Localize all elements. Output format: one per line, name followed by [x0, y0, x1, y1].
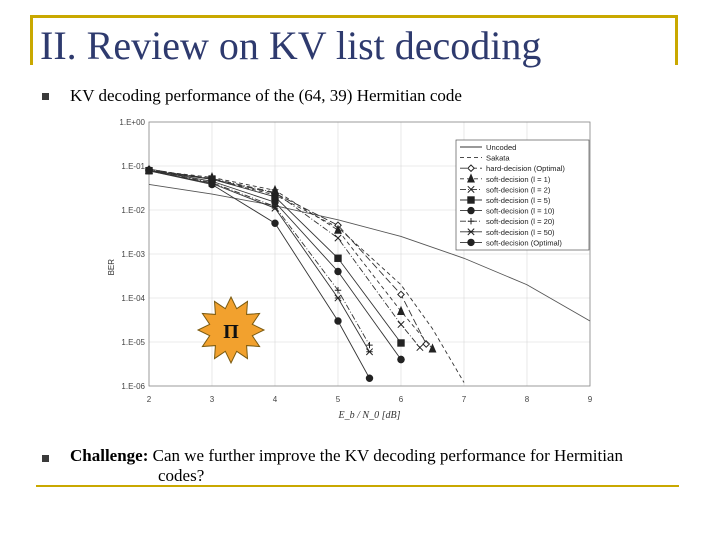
data-point-9	[365, 374, 374, 382]
x-tick-label: 6	[399, 395, 404, 404]
legend-label: soft-decision (l = 20)	[486, 217, 555, 226]
legend-marker	[467, 228, 475, 236]
data-point-6	[334, 267, 342, 276]
y-tick-label: 1.E+00	[119, 118, 145, 127]
x-tick-label: 3	[210, 395, 215, 404]
legend-label: soft-decision (l = 5)	[486, 196, 551, 205]
legend-label: soft-decision (l = 1)	[486, 175, 551, 184]
legend-label: soft-decision (l = 2)	[486, 185, 551, 194]
data-point-8	[271, 204, 279, 212]
data-point-3	[397, 305, 405, 315]
data-point-7	[366, 341, 373, 349]
plot-frame	[148, 121, 591, 387]
bullet-marker	[42, 93, 49, 100]
starburst-badge	[196, 295, 266, 365]
x-tick-label: 5	[336, 395, 341, 404]
data-point-3	[428, 343, 437, 353]
y-tick-label: 1.E-02	[121, 206, 145, 215]
legend-label: soft-decision (Optimal)	[486, 238, 562, 247]
badge-label: Π	[223, 321, 239, 343]
accent-line-top	[30, 15, 678, 18]
x-tick-label: 4	[273, 395, 278, 404]
x-tick-label: 9	[588, 395, 593, 404]
data-point-3	[334, 224, 342, 234]
bullet-text-2: Challenge: Can we further improve the KV…	[70, 446, 623, 486]
data-point-9	[208, 180, 216, 189]
bullet-marker	[42, 455, 49, 462]
legend-label: hard-decision (Optimal)	[486, 164, 565, 173]
series-line-2	[148, 168, 427, 345]
legend-label: soft-decision (l = 10)	[486, 207, 555, 216]
legend-marker	[467, 164, 475, 173]
data-point-8	[365, 348, 374, 356]
data-point-5	[397, 339, 405, 347]
challenge-text-cont: codes?	[158, 466, 205, 485]
series-line-0	[148, 184, 591, 322]
x-axis-label: E_b / N_0 [dB]	[338, 410, 401, 421]
data-point-4	[397, 320, 405, 329]
legend-marker	[467, 206, 475, 215]
accent-line-bottom	[36, 485, 679, 487]
y-tick-label: 1.E-04	[121, 294, 145, 303]
accent-line-right	[675, 15, 678, 65]
data-point-8	[334, 294, 342, 302]
ber-chart: 2 3 4 5 6 7 8 9 1.E+00 1.E-01 1.E-02 1.E-03 1.E-04 1.…	[107, 118, 593, 421]
legend-label: soft-decision (l = 50)	[486, 228, 555, 237]
accent-line-left	[30, 15, 33, 65]
data-point-2	[422, 340, 431, 348]
data-point-4	[416, 343, 424, 352]
data-point-9	[271, 219, 279, 227]
y-axis-label: BER	[107, 259, 116, 276]
x-tick-label: 8	[525, 395, 530, 404]
series-line-7	[148, 170, 370, 346]
data-point-6	[397, 355, 405, 364]
legend-marker	[467, 238, 475, 247]
data-point-5	[334, 254, 342, 262]
data-point-4	[334, 234, 342, 242]
data-point-9	[334, 317, 342, 325]
x-tick-label: 2	[147, 395, 152, 404]
challenge-text: Can we further improve the KV decoding p…	[148, 446, 623, 465]
slide-title: II. Review on KV list decoding	[40, 23, 542, 68]
x-tick-label: 7	[462, 395, 467, 404]
series-line-3	[148, 169, 433, 350]
legend-marker	[467, 185, 475, 193]
y-tick-label: 1.E-01	[121, 162, 145, 171]
data-point-2	[397, 290, 405, 299]
data-point-9	[145, 167, 153, 175]
y-tick-label: 1.E-03	[121, 250, 145, 259]
legend-label: Sakata	[486, 154, 510, 163]
y-tick-label: 1.E-06	[121, 382, 145, 391]
series-line-4	[148, 169, 421, 348]
legend-marker	[467, 218, 475, 225]
legend-marker	[467, 196, 475, 204]
challenge-label: Challenge:	[70, 446, 149, 465]
data-point-7	[334, 287, 342, 294]
legend-label: Uncoded	[486, 143, 516, 152]
y-tick-label: 1.E-05	[121, 338, 145, 347]
bullet-text-1: KV decoding performance of the (64, 39) …	[70, 86, 462, 105]
legend-marker	[467, 173, 475, 183]
